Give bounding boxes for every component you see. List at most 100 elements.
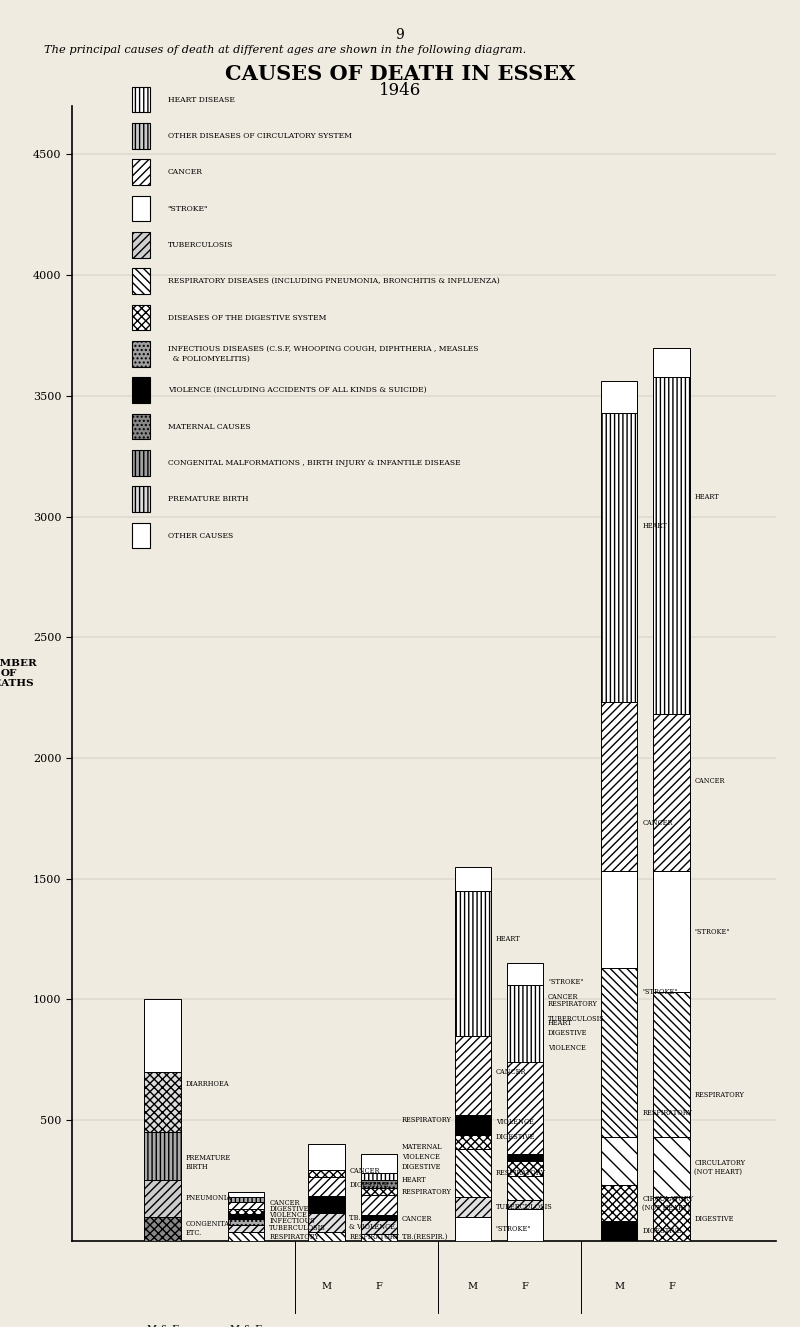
- Text: M: M: [468, 1282, 478, 1291]
- Bar: [228, 1225, 264, 1233]
- Bar: [654, 714, 690, 872]
- Text: RESPIRATORY: RESPIRATORY: [496, 1169, 546, 1177]
- Bar: [654, 993, 690, 1137]
- Text: DIGESTIVE: DIGESTIVE: [350, 1181, 389, 1189]
- Text: RESPIRATORY: RESPIRATORY: [694, 1091, 744, 1099]
- Text: "STROKE": "STROKE": [168, 204, 208, 212]
- Bar: [132, 232, 150, 257]
- Bar: [507, 1176, 543, 1200]
- Bar: [454, 1035, 491, 1115]
- Bar: [361, 1173, 397, 1181]
- Bar: [654, 348, 690, 377]
- Text: HEART: HEART: [694, 494, 719, 502]
- Bar: [228, 1209, 264, 1214]
- Text: CANCER: CANCER: [270, 1200, 300, 1208]
- Bar: [132, 196, 150, 222]
- Text: TUBERCULOSIS: TUBERCULOSIS: [496, 1204, 553, 1212]
- Bar: [361, 1216, 397, 1221]
- Bar: [507, 1200, 543, 1209]
- Text: DIARRHOEA: DIARRHOEA: [186, 1080, 230, 1088]
- Text: DIGESTIVE: DIGESTIVE: [548, 1030, 587, 1038]
- Bar: [361, 1181, 397, 1188]
- Bar: [308, 1233, 345, 1241]
- Text: CONGENITAL MALFORMATIONS , BIRTH INJURY & INFANTILE DISEASE: CONGENITAL MALFORMATIONS , BIRTH INJURY …: [168, 459, 460, 467]
- Bar: [654, 1137, 690, 1197]
- Bar: [454, 1197, 491, 1217]
- Bar: [308, 1144, 345, 1169]
- Text: 1946: 1946: [379, 82, 421, 100]
- Bar: [145, 1072, 181, 1132]
- Text: INFECTIOUS DISEASES (C.S.F, WHOOPING COUGH, DIPHTHERIA , MEASLES
  & POLIOMYELIT: INFECTIOUS DISEASES (C.S.F, WHOOPING COU…: [168, 345, 478, 362]
- Text: RESPIRATORY DISEASES (INCLUDING PNEUMONIA, BRONCHITIS & INFLUENZA): RESPIRATORY DISEASES (INCLUDING PNEUMONI…: [168, 277, 499, 285]
- Text: TUBERCULOSIS: TUBERCULOSIS: [270, 1225, 326, 1233]
- Text: CANCER: CANCER: [168, 169, 202, 176]
- Bar: [454, 890, 491, 1035]
- Bar: [308, 1169, 345, 1177]
- Bar: [361, 1154, 397, 1173]
- Text: HEART DISEASE: HEART DISEASE: [168, 96, 234, 104]
- Bar: [308, 1213, 345, 1233]
- Text: MATERNAL: MATERNAL: [402, 1143, 442, 1151]
- Text: CAUSES OF DEATH IN ESSEX: CAUSES OF DEATH IN ESSEX: [225, 64, 575, 84]
- Text: M & F: M & F: [146, 1326, 178, 1327]
- Bar: [132, 414, 150, 439]
- Text: PREMATURE BIRTH: PREMATURE BIRTH: [168, 495, 248, 503]
- Text: OTHER DISEASES OF CIRCULATORY SYSTEM: OTHER DISEASES OF CIRCULATORY SYSTEM: [168, 131, 351, 139]
- Bar: [601, 702, 638, 872]
- Text: T.B.(RESPIR.): T.B.(RESPIR.): [402, 1233, 448, 1241]
- Text: "STROKE": "STROKE": [642, 989, 678, 997]
- Bar: [601, 1137, 638, 1185]
- Text: RESPIRATORY: RESPIRATORY: [642, 1109, 692, 1117]
- Bar: [145, 1132, 181, 1181]
- Bar: [507, 963, 543, 985]
- Bar: [601, 1221, 638, 1241]
- Bar: [507, 1154, 543, 1161]
- Text: VIOLENCE: VIOLENCE: [548, 1043, 586, 1051]
- Text: RESPIRATORY: RESPIRATORY: [402, 1116, 451, 1124]
- Bar: [654, 872, 690, 993]
- Bar: [601, 967, 638, 1137]
- Bar: [507, 1062, 543, 1154]
- Text: 9: 9: [396, 28, 404, 42]
- Text: "STROKE": "STROKE": [694, 928, 730, 936]
- Text: DIGESTIVE: DIGESTIVE: [642, 1227, 682, 1235]
- Text: PREMATURE
BIRTH: PREMATURE BIRTH: [186, 1153, 231, 1170]
- Bar: [132, 523, 150, 548]
- Text: F: F: [668, 1282, 675, 1291]
- Text: OTHER CAUSES: OTHER CAUSES: [168, 532, 233, 540]
- Text: F: F: [522, 1282, 529, 1291]
- Bar: [361, 1221, 397, 1234]
- Bar: [308, 1196, 345, 1213]
- Text: VIOLENCE: VIOLENCE: [496, 1119, 534, 1127]
- Text: CANCER: CANCER: [548, 993, 578, 1001]
- Bar: [132, 341, 150, 366]
- Text: RESPIRATORY: RESPIRATORY: [270, 1233, 319, 1241]
- Text: CONGENITAL
ETC.: CONGENITAL ETC.: [186, 1220, 234, 1237]
- Text: DIGESTIVE: DIGESTIVE: [694, 1216, 734, 1223]
- Text: HEART: HEART: [496, 936, 521, 943]
- Bar: [228, 1193, 264, 1197]
- Text: VIOLENCE: VIOLENCE: [402, 1153, 439, 1161]
- Bar: [132, 487, 150, 512]
- Text: TUBERCULOSIS: TUBERCULOSIS: [548, 1015, 605, 1023]
- Bar: [308, 1177, 345, 1196]
- Text: CANCER: CANCER: [350, 1166, 380, 1174]
- Bar: [454, 1135, 491, 1149]
- Bar: [507, 1209, 543, 1241]
- Text: TUBERCULOSIS: TUBERCULOSIS: [168, 242, 233, 249]
- Bar: [601, 1185, 638, 1221]
- Text: M: M: [614, 1282, 624, 1291]
- Text: RESPIRATORY: RESPIRATORY: [548, 1001, 598, 1009]
- Bar: [145, 999, 181, 1072]
- Bar: [601, 413, 638, 702]
- Bar: [228, 1214, 264, 1220]
- Text: CANCER: CANCER: [694, 776, 725, 784]
- Bar: [361, 1188, 397, 1194]
- Bar: [132, 377, 150, 403]
- Bar: [132, 268, 150, 295]
- Bar: [132, 86, 150, 113]
- Bar: [454, 1115, 491, 1135]
- Bar: [601, 872, 638, 967]
- Bar: [145, 1217, 181, 1241]
- Bar: [361, 1194, 397, 1216]
